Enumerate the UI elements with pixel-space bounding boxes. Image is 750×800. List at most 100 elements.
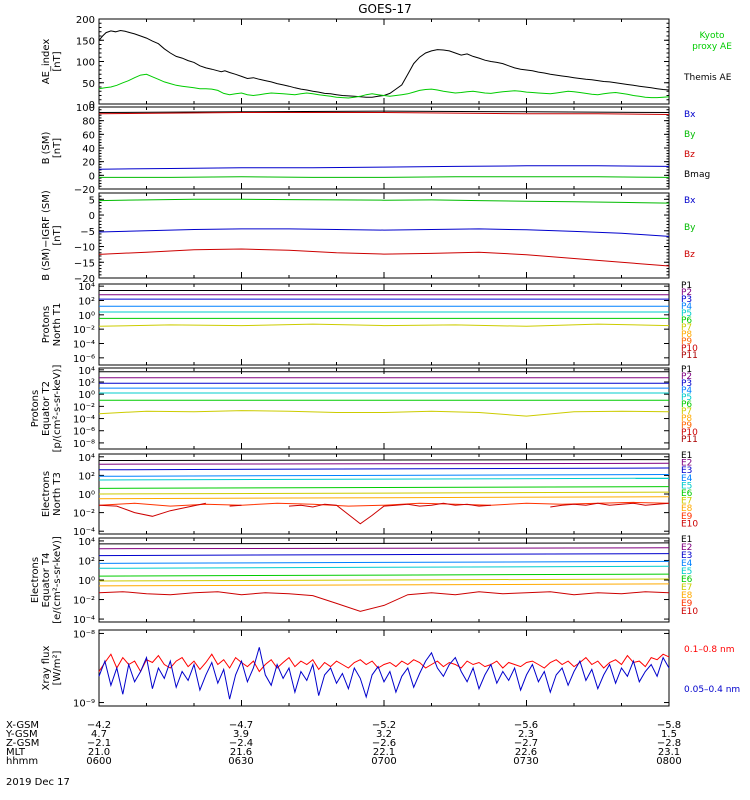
legend-item: 0.1–0.8 nm xyxy=(684,645,734,655)
legend-item: E4 xyxy=(681,559,693,569)
y-tick-label: 10⁴ xyxy=(78,453,95,464)
y-axis-label: [nT] xyxy=(52,51,63,71)
y-axis-label: Protons xyxy=(30,390,41,427)
legend-item: Bx xyxy=(684,110,696,120)
y-tick-label: 0 xyxy=(89,171,95,182)
series-by xyxy=(98,198,670,204)
y-tick-label: 10⁻⁴ xyxy=(73,527,95,538)
legend-item: E6 xyxy=(681,489,693,499)
y-tick-label: 10⁰ xyxy=(78,576,95,587)
footer-value: 4.7 xyxy=(91,729,107,740)
legend-item: Bmag xyxy=(684,170,710,180)
series-e1 xyxy=(98,542,670,545)
series-bx xyxy=(98,165,670,170)
legend-item: E8 xyxy=(681,504,693,514)
legend-item: P9 xyxy=(681,421,692,431)
series-e2 xyxy=(98,547,670,550)
date-label: 2019 Dec 17 xyxy=(6,777,70,788)
footer-value: −2.4 xyxy=(229,738,253,749)
y-tick-label: 60 xyxy=(82,130,95,141)
legend-item: P9 xyxy=(681,337,692,347)
y-tick-label: 150 xyxy=(76,36,95,47)
y-tick-label: −5 xyxy=(80,227,95,238)
series-e8 xyxy=(98,583,670,587)
footer-value: 0700 xyxy=(371,756,396,767)
chart-title: GOES-17 xyxy=(358,2,412,16)
legend-item: P1 xyxy=(681,281,692,291)
legend-item: P10 xyxy=(681,344,698,354)
y-axis-label: B (SM) xyxy=(41,131,52,164)
footer-value: −2.8 xyxy=(657,738,681,749)
legend-item: Kyoto xyxy=(699,31,725,41)
y-axis-label: [e/(cm²-s-sr-keV)] xyxy=(52,536,63,624)
y-tick-label: 10⁴ xyxy=(78,282,95,293)
panel-en: 10⁴ 10² 10⁰ 10⁻² 10⁻⁴ Electrons North T3 E1E2E3… xyxy=(41,451,698,538)
y-axis-label: North T1 xyxy=(52,303,63,347)
series-e6 xyxy=(98,486,670,489)
y-tick-label: 10⁻² xyxy=(73,509,95,520)
y-axis-label: Protons xyxy=(41,306,52,343)
legend-item: P6 xyxy=(681,316,692,326)
legend-item: By xyxy=(684,130,696,140)
series-e3 xyxy=(98,467,670,471)
legend-item: P5 xyxy=(681,393,692,403)
series-e5 xyxy=(98,565,670,569)
legend-item: 0.05–0.4 nm xyxy=(684,685,740,695)
series-p7 xyxy=(98,410,670,417)
footer-value: 21.6 xyxy=(230,747,252,758)
legend-item: P4 xyxy=(681,386,692,396)
series-bx xyxy=(98,228,670,237)
y-tick-label: 200 xyxy=(76,15,95,26)
y-tick-label: 10⁰ xyxy=(78,311,95,322)
legend-item: P8 xyxy=(681,414,692,424)
legend-item: P10 xyxy=(681,428,698,438)
series-kyoto-proxy-ae xyxy=(98,73,670,99)
footer-value: 1.5 xyxy=(661,729,677,740)
y-tick-label: 10⁻⁸ xyxy=(73,439,95,450)
y-tick-label: −15 xyxy=(74,258,95,269)
panel-xray: 10⁻⁸ 10⁻⁹ Xray flux [W/m²] 0.1–0.8 nm 0.05–0.… xyxy=(41,629,740,709)
series-e2 xyxy=(98,462,670,465)
panel-frame xyxy=(98,367,670,450)
legend-item: P7 xyxy=(681,323,692,333)
series-e4 xyxy=(98,560,670,564)
legend-item: E1 xyxy=(681,535,692,545)
legend-item: P3 xyxy=(681,379,692,389)
y-tick-label: 10⁴ xyxy=(78,537,95,548)
footer-row-label: X-GSM xyxy=(6,720,39,731)
y-tick-label: 10² xyxy=(78,296,95,307)
legend-item: E6 xyxy=(681,575,693,585)
series-e7 xyxy=(98,578,670,582)
panel-frame xyxy=(98,18,670,105)
y-axis-label: Electrons xyxy=(30,557,41,603)
panel-frame xyxy=(98,629,670,707)
legend-item: E8 xyxy=(681,591,693,601)
y-tick-label: 10⁰ xyxy=(78,490,95,501)
series-bz xyxy=(98,112,670,115)
y-axis-label: [nT] xyxy=(52,225,63,245)
y-axis-label: Electrons xyxy=(41,471,52,517)
y-tick-label: −10 xyxy=(74,243,95,254)
legend-item: E5 xyxy=(681,567,692,577)
series-e5 xyxy=(98,477,670,481)
series-e6 xyxy=(98,573,670,577)
y-axis-label: AE_index xyxy=(41,39,52,85)
footer-value: 22.6 xyxy=(515,747,537,758)
legend-item: P8 xyxy=(681,330,692,340)
series-bmag xyxy=(98,110,670,113)
series-0-05-0-4-nm xyxy=(98,647,670,700)
legend-item: P2 xyxy=(681,372,692,382)
y-tick-label: −20 xyxy=(74,274,95,285)
legend-item: E1 xyxy=(681,451,692,461)
y-axis-label: Xray flux xyxy=(41,646,52,691)
legend-item: E2 xyxy=(681,543,692,553)
y-axis-label: Equator T2 xyxy=(41,381,52,436)
footer-value: 0730 xyxy=(513,756,538,767)
legend-item: P4 xyxy=(681,302,692,312)
legend-item: proxy AE xyxy=(692,42,732,52)
footer-value: 3.2 xyxy=(376,729,392,740)
